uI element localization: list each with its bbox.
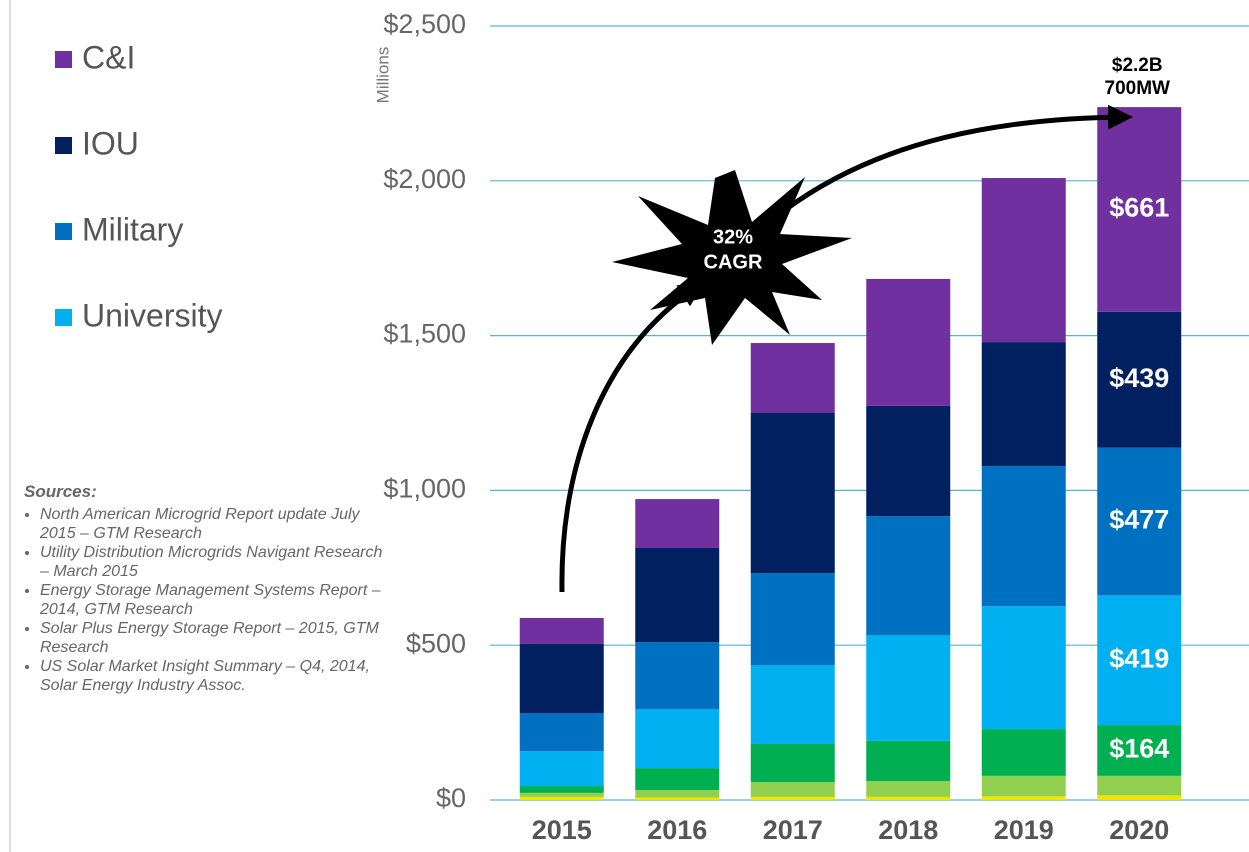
bar-segment <box>750 665 835 744</box>
y-tick-label: $2,500 <box>383 9 466 39</box>
arrow <box>559 282 705 593</box>
bar-segment <box>866 634 951 741</box>
growth-annotation: CAGR <box>704 251 763 273</box>
bar-segment <box>635 790 720 798</box>
bar-segment <box>750 413 835 574</box>
legend-swatch <box>55 137 72 154</box>
x-tick-label: 2018 <box>878 815 938 845</box>
bar-segment <box>866 781 951 797</box>
growth-annotation: 32% <box>713 226 753 248</box>
sources: Sources: North American Microgrid Report… <box>24 482 384 695</box>
value-label: $661 <box>1109 193 1169 223</box>
bar-segment <box>981 178 1066 343</box>
bar-segment <box>981 465 1066 607</box>
bar-segment <box>750 343 835 413</box>
bar-segment <box>1097 311 1182 448</box>
y-tick-label: $2,000 <box>383 164 466 194</box>
legend-label: IOU <box>82 125 139 161</box>
bar-segment <box>519 786 604 793</box>
y-axis-label: Millions <box>373 47 392 104</box>
bar-segment <box>750 743 835 783</box>
bar-segment <box>635 547 720 643</box>
bar-segment <box>866 405 951 517</box>
bar-segment <box>750 573 835 666</box>
legend-swatch <box>55 309 72 326</box>
value-label: $164 <box>1109 734 1169 764</box>
bar-segment <box>981 342 1066 466</box>
bar-segment <box>981 729 1066 776</box>
legend-label: University <box>82 297 222 333</box>
bar-segment <box>1097 795 1182 800</box>
bar-segment <box>519 796 604 800</box>
bar-segment <box>866 516 951 635</box>
x-tick-label: 2016 <box>647 815 707 845</box>
bar-segment <box>866 796 951 800</box>
y-tick-label: $500 <box>406 628 466 658</box>
bar-segment <box>519 792 604 797</box>
total-annotation: 700MW <box>1105 78 1171 99</box>
source-item: Energy Storage Management Systems Report… <box>40 581 384 619</box>
bar-segment <box>866 740 951 782</box>
source-item: Solar Plus Energy Storage Report – 2015,… <box>40 619 384 657</box>
bar-segment <box>750 782 835 797</box>
y-tick-label: $0 <box>436 783 466 813</box>
bar-segment <box>635 499 720 548</box>
total-annotation: $2.2B <box>1112 55 1163 76</box>
bars: 2015 2016 2017 2018 2019 2020 $164 $419 $477 $439… <box>519 107 1182 845</box>
legend: C&I IOU Military University <box>55 39 222 333</box>
x-tick-label: 2019 <box>994 815 1054 845</box>
bar-segment <box>981 606 1066 730</box>
legend-swatch <box>55 51 72 68</box>
bar-segment <box>519 751 604 787</box>
sources-list: North American Microgrid Report update J… <box>24 505 384 695</box>
starburst <box>612 170 852 345</box>
bar-segment <box>519 713 604 752</box>
bar-segment <box>1097 595 1182 726</box>
bar-segment <box>635 642 720 709</box>
x-tick-label: 2015 <box>532 815 592 845</box>
x-tick-label: 2017 <box>763 815 823 845</box>
bar-segment <box>519 617 604 644</box>
source-item: US Solar Market Insight Summary – Q4, 20… <box>40 657 384 695</box>
bar-segment <box>1097 775 1182 796</box>
y-tick-label: $1,000 <box>383 474 466 504</box>
value-label: $439 <box>1109 363 1169 393</box>
legend-label: C&I <box>82 39 135 75</box>
arrow <box>783 104 1133 213</box>
y-tick-label: $1,500 <box>383 319 466 349</box>
bar-segment <box>635 797 720 800</box>
legend-swatch <box>55 223 72 240</box>
bar-segment <box>750 796 835 800</box>
source-item: North American Microgrid Report update J… <box>40 505 384 543</box>
bar-segment <box>981 775 1066 797</box>
value-label: $477 <box>1109 505 1169 535</box>
source-item: Utility Distribution Microgrids Navigant… <box>40 543 384 581</box>
bar-segment <box>866 278 951 406</box>
x-tick-label: 2020 <box>1109 815 1169 845</box>
sources-title: Sources: <box>24 482 97 501</box>
bar-segment <box>1097 107 1182 312</box>
bar-segment <box>1097 725 1182 776</box>
bar-segment <box>635 708 720 769</box>
bar-segment <box>1097 447 1182 596</box>
value-label: $419 <box>1109 643 1169 673</box>
bar-segment <box>519 643 604 714</box>
bar-segment <box>981 796 1066 800</box>
legend-label: Military <box>82 211 183 247</box>
bar-segment <box>635 768 720 791</box>
